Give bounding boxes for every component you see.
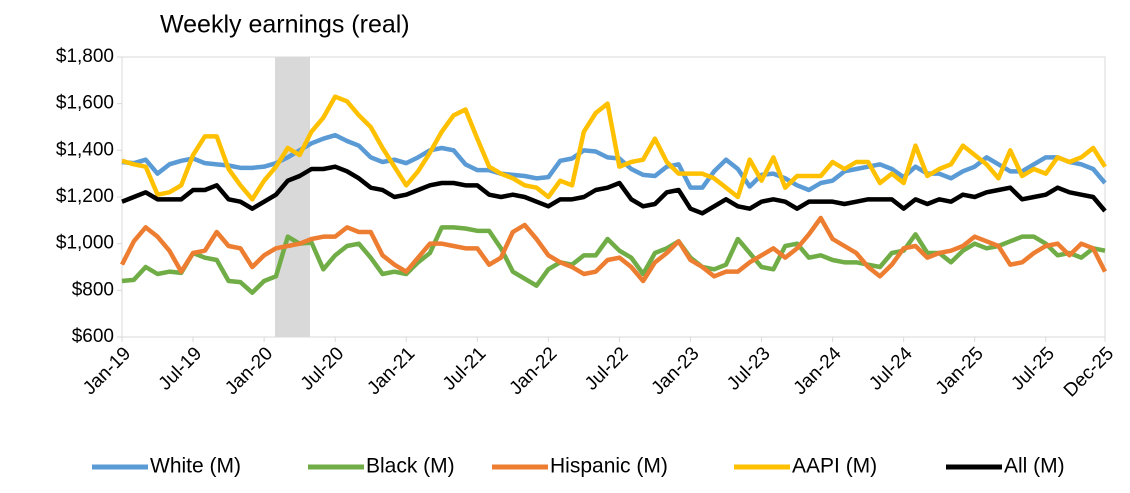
x-tick-label: Jan-20 — [221, 343, 277, 399]
x-tick-label: Jul-19 — [155, 343, 206, 394]
x-tick-label: Jan-21 — [363, 343, 419, 399]
chart-title: Weekly earnings (real) — [160, 11, 410, 39]
x-tick-label: Jan-24 — [790, 343, 846, 399]
legend-label: AAPI (M) — [792, 455, 877, 478]
x-tick-label: Jan-19 — [79, 343, 135, 399]
x-tick-label: Jul-24 — [865, 343, 917, 395]
x-tick-label: Dec-25 — [1060, 343, 1118, 401]
x-tick-label: Jan-23 — [648, 343, 704, 399]
y-tick-label: $1,600 — [56, 93, 114, 114]
y-tick-label: $1,400 — [56, 139, 114, 160]
series-line — [119, 215, 1108, 284]
recession-shade — [275, 57, 310, 337]
series-line — [121, 164, 1107, 216]
x-tick-label: Jul-23 — [723, 343, 774, 394]
legend-label: Hispanic (M) — [550, 455, 668, 478]
legend-label: White (M) — [150, 455, 241, 478]
x-tick-label: Jul-20 — [297, 343, 348, 394]
y-tick-label: $1,000 — [56, 233, 114, 254]
series-line — [121, 132, 1107, 193]
y-tick-label: $800 — [72, 279, 114, 300]
series-line — [121, 94, 1107, 202]
x-tick-label: Jul-22 — [581, 343, 632, 394]
x-tick-label: Jan-25 — [932, 343, 988, 399]
y-tick-label: $1,800 — [56, 46, 114, 67]
x-tick-label: Jul-21 — [439, 343, 490, 394]
legend-label: All (M) — [1004, 455, 1065, 478]
y-tick-label: $600 — [72, 326, 114, 347]
x-tick-label: Jul-25 — [1007, 343, 1058, 394]
legend-label: Black (M) — [366, 455, 455, 478]
y-tick-label: $1,200 — [56, 186, 114, 207]
x-tick-label: Jan-22 — [506, 343, 562, 399]
